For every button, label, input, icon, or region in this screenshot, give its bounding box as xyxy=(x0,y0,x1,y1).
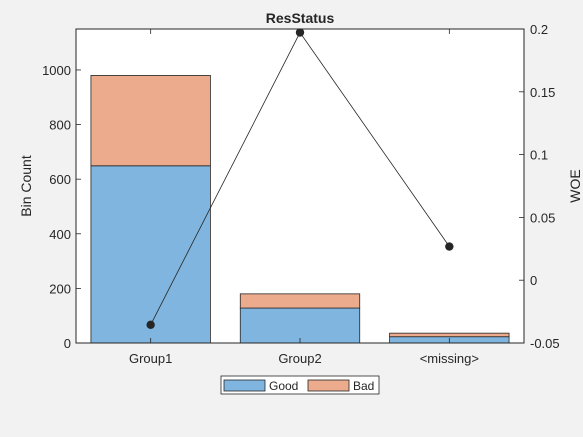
bar-bad-1 xyxy=(90,75,211,167)
x-tick-label: <missing> xyxy=(420,351,479,366)
chart-title: ResStatus xyxy=(266,10,335,26)
y2-tick-label: -0.05 xyxy=(530,336,560,351)
right-axis-ticks: -0.05 0 0.05 0.1 0.15 0.2 xyxy=(519,22,560,351)
y-tick-label: 0 xyxy=(64,336,71,351)
x-tick-label: Group2 xyxy=(278,351,321,366)
x-axis-ticks: Group1 Group2 <missing> xyxy=(129,29,479,366)
legend-swatch-good xyxy=(223,379,266,392)
legend-label-good: Good xyxy=(269,379,298,393)
left-axis-ticks: 0 200 400 600 800 1000 xyxy=(42,63,81,351)
legend-label-bad: Bad xyxy=(353,379,374,393)
y-tick-label: 600 xyxy=(49,172,71,187)
y-tick-label: 1000 xyxy=(42,63,71,78)
y2-tick-label: 0.15 xyxy=(530,85,555,100)
bar-good-1 xyxy=(90,165,211,344)
bar-good-2 xyxy=(239,307,361,344)
y2-tick-label: 0.1 xyxy=(530,148,548,163)
y-tick-label: 200 xyxy=(49,281,71,296)
y2-tick-label: 0 xyxy=(530,273,537,288)
y2-axis-label: WOE xyxy=(567,169,583,202)
y2-tick-label: 0.05 xyxy=(530,210,555,225)
bar-bad-2 xyxy=(239,293,361,309)
y-tick-label: 400 xyxy=(49,227,71,242)
woe-point-3 xyxy=(445,242,454,251)
legend-swatch-bad xyxy=(307,379,350,392)
bar-bad-3 xyxy=(389,332,510,338)
legend: Good Bad xyxy=(220,375,380,395)
y-axis-label: Bin Count xyxy=(18,155,34,217)
y-tick-label: 800 xyxy=(49,118,71,133)
y2-tick-label: 0.2 xyxy=(530,22,548,37)
bars-layer xyxy=(90,75,510,344)
x-tick-label: Group1 xyxy=(129,351,172,366)
woe-point-1 xyxy=(146,320,155,329)
